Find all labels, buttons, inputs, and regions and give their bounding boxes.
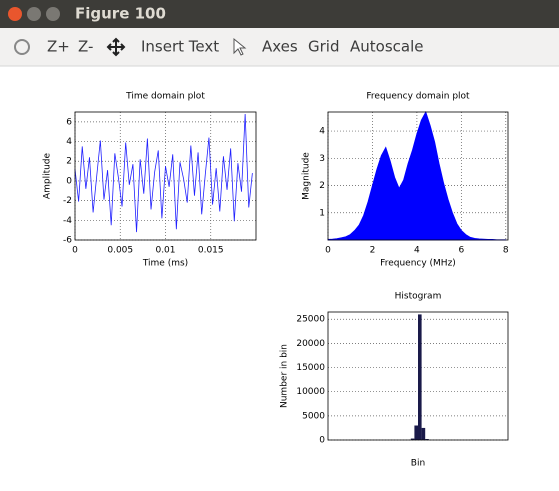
toolbar — [0, 28, 559, 66]
y-tick-label: 4 — [319, 127, 325, 137]
bar — [414, 425, 418, 440]
close-button[interactable] — [8, 7, 22, 21]
axes-frame — [74, 111, 257, 241]
x-tick-label: 0 — [325, 246, 331, 256]
y-tick-label: 25000 — [296, 315, 325, 325]
data-area — [327, 110, 507, 241]
bar — [410, 438, 415, 440]
y-tick-label: 5000 — [302, 411, 325, 421]
bar — [425, 439, 429, 440]
zoom-in[interactable]: Z+ — [47, 38, 70, 56]
chart-title: Frequency domain plot — [366, 92, 470, 102]
y-tick-label: 0 — [66, 176, 72, 186]
data-line — [74, 113, 253, 233]
chart-title: Histogram — [395, 292, 442, 302]
y-tick-label: 6 — [66, 117, 72, 127]
x-tick-label: 0.005 — [107, 246, 133, 256]
select-icon[interactable] — [233, 37, 247, 56]
x-axis-label: Bin — [411, 459, 425, 469]
y-tick-label: 10000 — [296, 387, 325, 397]
x-tick-label: 0.015 — [198, 246, 224, 256]
axes-frame — [327, 111, 509, 241]
minimize-button[interactable] — [27, 7, 41, 21]
axes-button[interactable]: Axes — [262, 38, 298, 56]
x-tick-label: 0 — [72, 246, 78, 256]
x-tick-label: 4 — [414, 246, 420, 256]
y-axis-label: Amplitude — [43, 152, 53, 199]
y-tick-label: -2 — [63, 196, 72, 206]
y-tick-label: 1 — [319, 208, 325, 218]
y-tick-label: 0 — [319, 436, 325, 446]
axes-frame — [327, 311, 509, 441]
y-tick-label: 20000 — [296, 339, 325, 349]
x-axis-label: Frequency (MHz) — [380, 259, 456, 269]
y-axis-label: Magnitude — [302, 152, 312, 200]
y-tick-label: 3 — [319, 154, 325, 164]
x-tick-label: 8 — [503, 246, 509, 256]
pan-icon[interactable] — [106, 37, 126, 57]
x-tick-label: 2 — [370, 246, 376, 256]
y-tick-label: 15000 — [296, 363, 325, 373]
bar — [418, 314, 422, 440]
grid-button[interactable]: Grid — [308, 38, 339, 56]
x-tick-label: 6 — [458, 246, 464, 256]
window-title: Figure 100 — [75, 5, 166, 23]
x-axis-label: Time (ms) — [142, 259, 188, 269]
autoscale-button[interactable]: Autoscale — [350, 38, 423, 56]
maximize-button[interactable] — [46, 7, 60, 21]
title-bar — [0, 0, 559, 28]
bar — [421, 427, 426, 440]
y-tick-label: 2 — [319, 181, 325, 191]
y-tick-label: -6 — [63, 236, 72, 246]
y-tick-label: 4 — [66, 137, 72, 147]
insert-text[interactable]: Insert Text — [141, 38, 219, 56]
y-axis-label: Number in bin — [280, 344, 290, 408]
chart-title: Time domain plot — [125, 92, 205, 102]
y-tick-label: 2 — [66, 157, 72, 167]
x-tick-label: 0.01 — [155, 246, 175, 256]
y-tick-label: -4 — [63, 216, 72, 226]
zoom-out[interactable]: Z- — [78, 38, 93, 56]
reset-icon[interactable] — [14, 39, 30, 55]
